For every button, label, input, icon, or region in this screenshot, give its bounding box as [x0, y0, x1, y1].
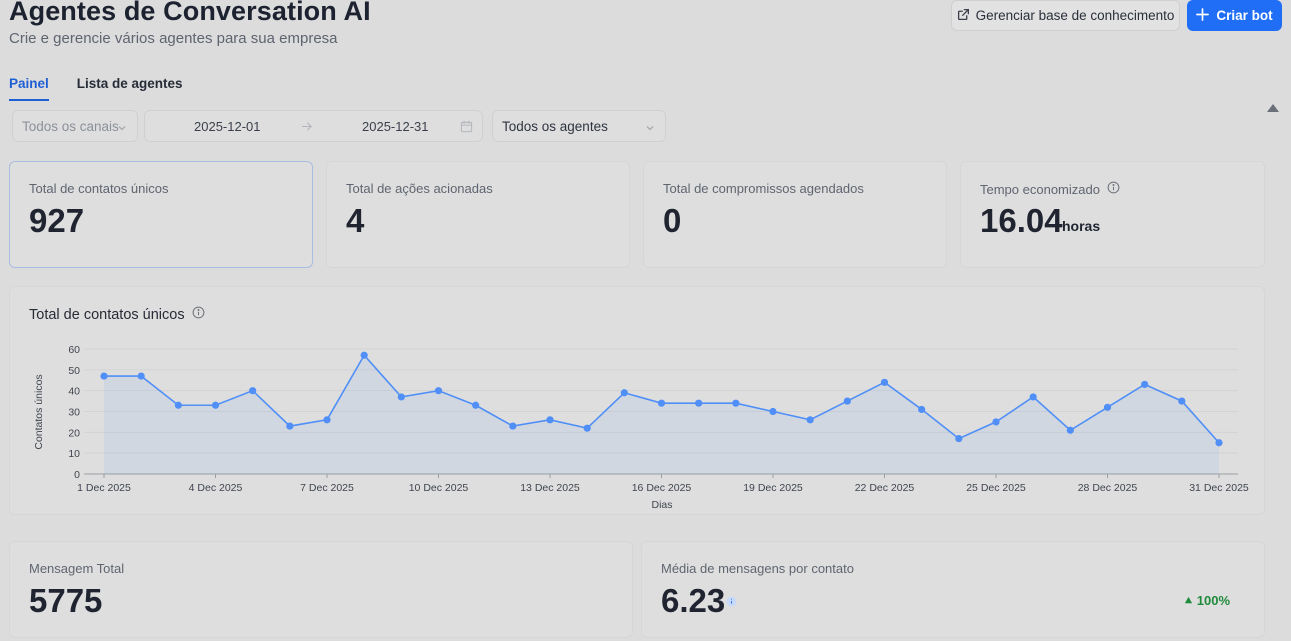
page-title: Agentes de Conversation AI	[9, 0, 371, 26]
page-subtitle: Crie e gerencie vários agentes para sua …	[9, 30, 338, 47]
stat-value: 0	[663, 202, 682, 239]
channel-select-value: Todos os canais	[22, 118, 119, 134]
channel-select[interactable]: Todos os canais	[12, 110, 138, 142]
create-bot-button[interactable]: Criar bot	[1187, 0, 1282, 31]
collapse-filters-icon[interactable]	[1267, 104, 1279, 112]
stat-label: Mensagem Total	[29, 561, 125, 576]
stat-label: Tempo economizado	[980, 181, 1120, 197]
arrow-right-icon	[300, 120, 313, 136]
chevron-down-icon	[117, 121, 127, 136]
arrow-up-icon	[1184, 593, 1193, 608]
date-start[interactable]: 2025-12-01	[194, 119, 261, 134]
stat-value: 4	[346, 202, 365, 239]
tab-bar: Painel Lista de agentes	[9, 70, 183, 101]
tab-painel[interactable]: Painel	[9, 70, 49, 101]
stat-card-total-messages[interactable]: Mensagem Total 5775	[9, 541, 633, 638]
stat-card-appointments[interactable]: Total de compromissos agendados 0	[643, 161, 947, 268]
trend-indicator: 100%	[1184, 593, 1230, 608]
stat-card-time-saved[interactable]: Tempo economizado 16.04 horas	[960, 161, 1265, 268]
stat-value: 16.04	[980, 202, 1063, 239]
contacts-chart-card: Total de contatos únicos	[9, 286, 1265, 515]
create-bot-label: Criar bot	[1216, 8, 1273, 23]
stat-value: 6.23	[661, 582, 726, 619]
stat-label: Total de compromissos agendados	[663, 181, 864, 196]
chevron-down-icon	[645, 121, 655, 136]
manage-knowledge-base-button[interactable]: Gerenciar base de conhecimento	[951, 0, 1180, 31]
stat-label: Total de contatos únicos	[29, 181, 169, 196]
external-link-icon	[957, 8, 970, 24]
date-range-picker[interactable]: 2025-12-01 2025-12-31	[144, 110, 483, 142]
info-icon[interactable]	[192, 306, 205, 323]
stat-unit: horas	[1062, 218, 1101, 234]
stat-card-actions-triggered[interactable]: Total de ações acionadas 4	[326, 161, 630, 268]
stat-label: Média de mensagens por contato	[661, 561, 854, 576]
agent-select-value: Todos os agentes	[502, 118, 608, 134]
calendar-icon	[460, 120, 473, 136]
stat-label: Total de ações acionadas	[346, 181, 493, 196]
tab-agent-list[interactable]: Lista de agentes	[76, 76, 183, 91]
manage-knowledge-base-label: Gerenciar base de conhecimento	[975, 8, 1175, 23]
stat-value: 5775	[29, 582, 103, 619]
stat-card-unique-contacts[interactable]: Total de contatos únicos 927	[9, 161, 313, 268]
info-icon[interactable]	[1107, 181, 1120, 197]
chart-title: Total de contatos únicos	[29, 306, 205, 323]
info-badge-icon[interactable]	[726, 594, 737, 612]
stat-card-avg-messages[interactable]: Média de mensagens por contato 6.23 100%	[641, 541, 1265, 638]
date-end[interactable]: 2025-12-31	[362, 119, 429, 134]
agent-select[interactable]: Todos os agentes	[492, 110, 666, 142]
plus-icon	[1196, 7, 1210, 24]
stat-value: 927	[29, 202, 85, 239]
trend-value: 100%	[1196, 593, 1230, 608]
